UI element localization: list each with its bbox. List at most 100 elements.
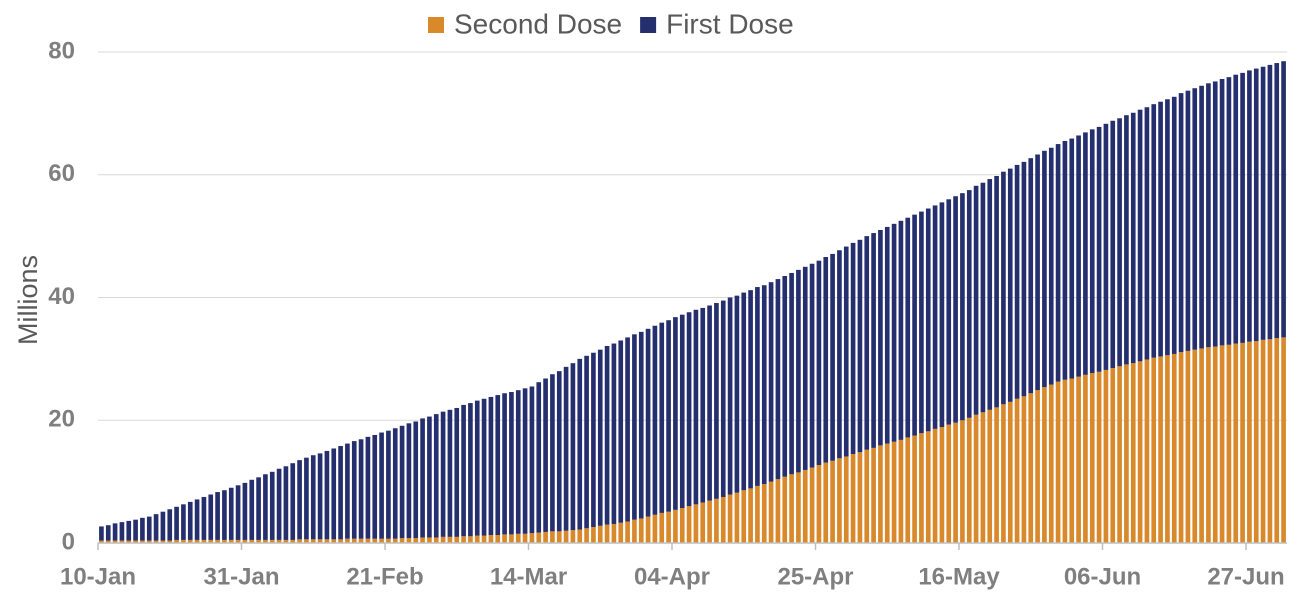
bar-segment [1069, 378, 1075, 543]
bar-segment [1083, 374, 1088, 543]
bar-segment [1103, 369, 1109, 543]
bar-segment [331, 448, 337, 540]
bar-segment [351, 538, 357, 543]
bar-segment [174, 539, 179, 543]
bar-segment [215, 539, 220, 543]
bar-segment [474, 535, 480, 543]
bar-segment [966, 190, 972, 418]
bar-segment [857, 239, 863, 453]
bar-segment [167, 509, 173, 541]
bar-segment [1035, 390, 1040, 543]
bar-segment [850, 454, 856, 543]
bar-segment [632, 334, 637, 520]
bar-segment [556, 371, 562, 532]
bar-segment [768, 282, 774, 482]
bar-segment [727, 494, 733, 543]
bar-segment [488, 396, 494, 536]
bar-segment [755, 287, 760, 486]
y-tick-label: 80 [48, 37, 75, 64]
bar-segment [645, 516, 651, 543]
bar-segment [638, 331, 644, 519]
bar-segment [679, 508, 685, 543]
bar-segment [249, 479, 255, 540]
x-tick-label: 06-Jun [1064, 563, 1141, 590]
bar-segment [700, 502, 706, 543]
bar-segment [666, 320, 671, 512]
bar-segment [755, 485, 760, 543]
bar-segment [1117, 118, 1122, 367]
bar-segment [802, 266, 808, 470]
bar-segment [891, 441, 897, 543]
bar-segment [358, 439, 364, 539]
bar-segment [1130, 363, 1136, 543]
bar-segment [358, 538, 364, 543]
bar-segment [864, 449, 870, 543]
bar-segment [1267, 64, 1273, 340]
bar-segment [597, 349, 603, 526]
bar-segment [269, 539, 275, 543]
bar-segment [1042, 150, 1047, 388]
bar-segment [324, 450, 330, 540]
bar-segment [679, 314, 685, 509]
bar-segment [638, 518, 644, 543]
bar-segment [905, 437, 911, 543]
bar-segment [386, 538, 391, 543]
bar-segment [625, 337, 630, 522]
bar-segment [140, 540, 145, 543]
bar-segment [474, 400, 480, 536]
y-tick-label: 20 [48, 406, 75, 433]
bar-segment [1247, 341, 1252, 543]
bar-segment [932, 428, 938, 543]
bar-segment [1199, 85, 1204, 349]
bar-segment [181, 504, 186, 540]
bar-segment [775, 279, 781, 480]
bar-segment [1206, 347, 1211, 543]
bar-segment [420, 418, 425, 538]
bar-segment [536, 532, 542, 543]
x-tick-label: 31-Jan [203, 563, 279, 590]
bar-segment [789, 272, 794, 475]
legend-swatch [428, 17, 444, 33]
bar-segment [1042, 387, 1047, 543]
bar-segment [1267, 339, 1273, 543]
bar-segment [1137, 361, 1143, 543]
bar-segment [1124, 364, 1129, 543]
bar-segment [256, 539, 261, 543]
bar-segment [242, 482, 248, 540]
bar-segment [1260, 339, 1266, 543]
bar-segment [468, 403, 473, 537]
bar-segment [249, 539, 255, 543]
bar-segment [105, 540, 111, 543]
bar-segment [604, 345, 610, 525]
bar-segment [550, 374, 555, 532]
x-tick-label: 14-Mar [490, 563, 567, 590]
bar-segment [413, 538, 419, 543]
bar-segment [297, 460, 302, 540]
bar-segment [563, 366, 569, 531]
bar-segment [208, 539, 214, 543]
bar-segment [789, 474, 794, 543]
bar-segment [816, 260, 822, 466]
bar-segment [618, 522, 624, 543]
bar-segment [126, 540, 132, 543]
x-tick-label: 16-May [918, 563, 1000, 590]
bar-segment [720, 300, 726, 497]
bar-segment [1171, 96, 1177, 354]
bar-segment [386, 430, 391, 539]
bar-segment [461, 404, 466, 537]
bar-segment [1240, 342, 1245, 543]
bar-segment [1083, 132, 1088, 375]
bar-segment [222, 539, 227, 543]
bar-segment [734, 295, 740, 493]
bar-segment [454, 407, 460, 537]
bar-segment [338, 446, 343, 540]
bar-segment [741, 292, 747, 491]
bar-segment [816, 465, 822, 543]
y-axis-title: Millions [13, 255, 43, 345]
bar-segment [611, 523, 617, 543]
bar-segment [761, 484, 767, 543]
bar-segment [946, 424, 952, 543]
legend-swatch [640, 17, 657, 33]
bar-segment [1178, 93, 1184, 353]
bar-segment [160, 540, 166, 543]
